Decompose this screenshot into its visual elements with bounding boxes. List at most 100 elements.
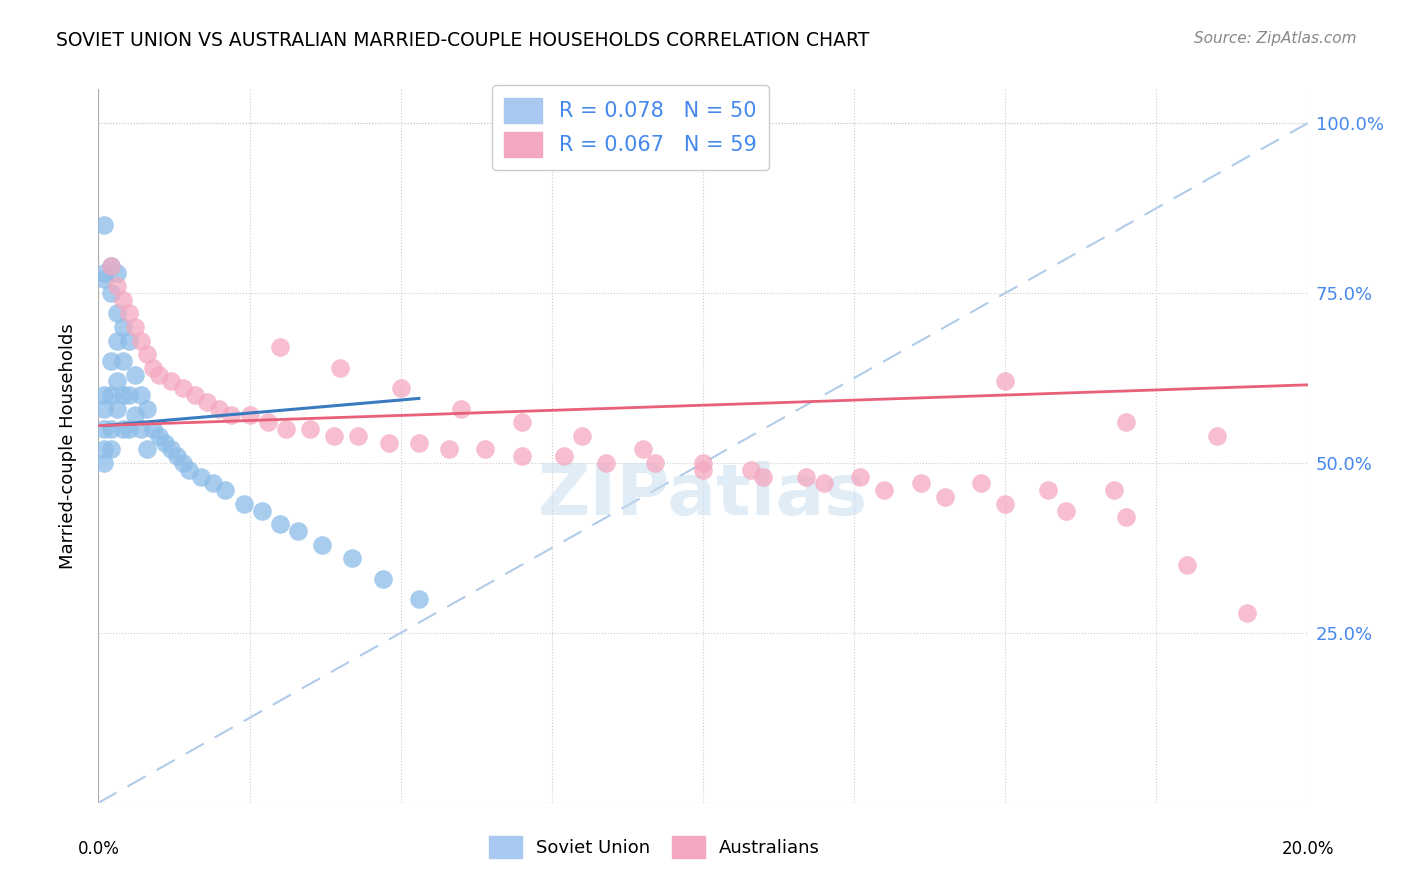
- Point: [195, 394, 218, 409]
- Text: 0.0%: 0.0%: [77, 840, 120, 858]
- Point: [105, 375, 128, 389]
- Point: [239, 409, 262, 423]
- Point: [214, 483, 236, 498]
- Point: [93, 422, 115, 436]
- Point: [93, 388, 115, 402]
- Point: [849, 469, 872, 483]
- Point: [105, 401, 128, 416]
- Point: [329, 360, 352, 375]
- Point: [142, 422, 165, 436]
- Point: [160, 442, 183, 457]
- Point: [311, 537, 333, 551]
- Point: [1175, 558, 1198, 572]
- Point: [160, 375, 183, 389]
- Point: [408, 591, 430, 606]
- Point: [179, 463, 201, 477]
- Point: [408, 435, 430, 450]
- Point: [184, 388, 207, 402]
- Point: [371, 572, 394, 586]
- Point: [644, 456, 666, 470]
- Point: [208, 401, 231, 416]
- Point: [118, 388, 141, 402]
- Text: ZIPatlas: ZIPatlas: [538, 461, 868, 531]
- Point: [100, 259, 122, 273]
- Point: [1206, 429, 1229, 443]
- Point: [129, 334, 152, 348]
- Point: [111, 422, 134, 436]
- Point: [232, 497, 254, 511]
- Point: [100, 354, 122, 368]
- Point: [269, 341, 291, 355]
- Point: [256, 415, 278, 429]
- Point: [93, 442, 115, 457]
- Point: [202, 476, 225, 491]
- Point: [299, 422, 322, 436]
- Point: [794, 469, 817, 483]
- Point: [100, 286, 122, 301]
- Text: 20.0%: 20.0%: [1281, 840, 1334, 858]
- Point: [105, 279, 128, 293]
- Text: Source: ZipAtlas.com: Source: ZipAtlas.com: [1194, 31, 1357, 46]
- Point: [124, 409, 146, 423]
- Point: [910, 476, 932, 491]
- Point: [172, 456, 194, 470]
- Point: [994, 497, 1017, 511]
- Point: [129, 422, 152, 436]
- Point: [105, 334, 128, 348]
- Point: [970, 476, 993, 491]
- Point: [148, 368, 170, 382]
- Point: [190, 469, 212, 483]
- Point: [631, 442, 654, 457]
- Point: [129, 388, 152, 402]
- Point: [135, 442, 157, 457]
- Point: [437, 442, 460, 457]
- Point: [595, 456, 617, 470]
- Point: [1115, 415, 1137, 429]
- Point: [752, 469, 775, 483]
- Point: [347, 429, 370, 443]
- Point: [118, 334, 141, 348]
- Text: Married-couple Households: Married-couple Households: [59, 323, 77, 569]
- Point: [105, 306, 128, 320]
- Point: [111, 293, 134, 307]
- Point: [111, 320, 134, 334]
- Point: [692, 456, 714, 470]
- Point: [172, 381, 194, 395]
- Point: [93, 266, 115, 280]
- Point: [274, 422, 297, 436]
- Point: [93, 218, 115, 232]
- Point: [692, 463, 714, 477]
- Point: [124, 320, 146, 334]
- Point: [342, 551, 364, 566]
- Point: [221, 409, 243, 423]
- Point: [93, 272, 115, 286]
- Point: [93, 456, 115, 470]
- Point: [100, 259, 122, 273]
- Point: [1115, 510, 1137, 524]
- Point: [148, 429, 170, 443]
- Point: [553, 449, 575, 463]
- Point: [740, 463, 762, 477]
- Point: [269, 517, 291, 532]
- Point: [1102, 483, 1125, 498]
- Point: [1036, 483, 1059, 498]
- Point: [111, 388, 134, 402]
- Point: [323, 429, 346, 443]
- Point: [166, 449, 188, 463]
- Point: [813, 476, 835, 491]
- Point: [510, 415, 533, 429]
- Text: SOVIET UNION VS AUSTRALIAN MARRIED-COUPLE HOUSEHOLDS CORRELATION CHART: SOVIET UNION VS AUSTRALIAN MARRIED-COUPL…: [56, 31, 870, 50]
- Point: [474, 442, 496, 457]
- Point: [105, 266, 128, 280]
- Point: [250, 503, 273, 517]
- Point: [118, 422, 141, 436]
- Point: [135, 401, 157, 416]
- Point: [100, 442, 122, 457]
- Point: [135, 347, 157, 361]
- Legend: Soviet Union, Australians: Soviet Union, Australians: [482, 829, 827, 865]
- Point: [571, 429, 593, 443]
- Point: [1054, 503, 1077, 517]
- Point: [287, 524, 309, 538]
- Point: [994, 375, 1017, 389]
- Point: [111, 354, 134, 368]
